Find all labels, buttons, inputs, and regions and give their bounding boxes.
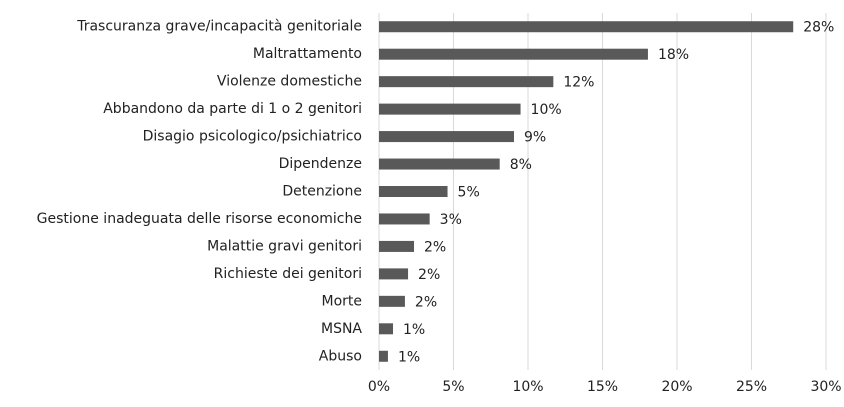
bar [379,240,415,252]
y-tick-label: Violenze domestiche [217,74,362,90]
data-label: 12% [563,75,594,91]
bar [379,103,521,115]
y-tick-label: Detenzione [282,184,362,200]
y-tick-label: Malattie gravi genitori [207,238,362,254]
y-tick-label: Abuso [319,348,362,364]
x-tick-label: 15% [587,379,618,395]
y-tick-label: Trascuranza grave/incapacità genitoriale [76,19,362,35]
y-tick-label: MSNA [321,321,362,337]
bar [379,131,514,143]
y-tick-label: Disagio psicologico/psichiatrico [143,129,362,145]
y-tick-label: Gestione inadeguata delle risorse econom… [37,211,362,227]
x-tick-label: 25% [736,379,767,395]
bar [379,21,794,33]
data-label: 28% [803,20,834,36]
data-label: 2% [424,239,446,255]
y-tick-label: Abbandono da parte di 1 o 2 genitori [103,101,362,117]
x-tick-label: 0% [368,379,390,395]
data-label: 5% [458,185,480,201]
bar [379,213,430,225]
data-label: 2% [415,294,437,310]
data-label: 2% [418,267,440,283]
y-tick-label: Morte [321,293,362,309]
bar [379,158,500,170]
bar [379,323,394,335]
data-label: 8% [510,157,532,173]
x-tick-label: 20% [661,379,692,395]
x-tick-label: 30% [810,379,841,395]
y-tick-label: Maltrattamento [253,46,362,62]
data-label: 18% [658,47,689,63]
bar [379,48,648,60]
data-label: 10% [531,102,562,118]
y-tick-label: Dipendenze [279,156,362,172]
data-label: 1% [398,349,420,365]
x-tick-label: 10% [512,379,543,395]
bar [379,186,448,197]
bar [379,350,388,362]
x-tick-label: 5% [442,379,464,395]
bar [379,268,409,280]
bar [379,295,405,307]
data-label: 3% [440,212,462,228]
bar [379,76,554,88]
data-label: 1% [403,322,425,338]
data-label: 9% [524,130,546,146]
y-tick-label: Richieste dei genitori [214,266,362,282]
